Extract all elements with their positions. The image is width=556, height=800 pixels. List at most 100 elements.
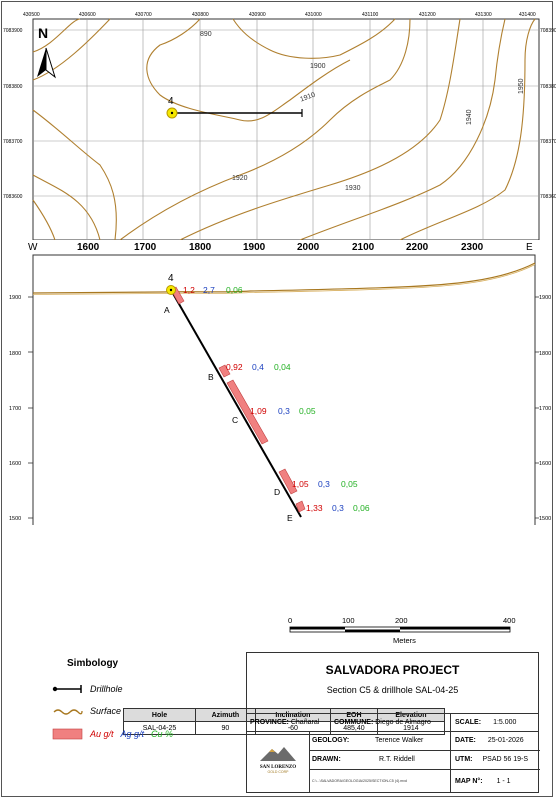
ag-value: 0,3: [332, 503, 344, 513]
province-row: PROVINCE: Chañaral COMMUNE: Diego de Alm…: [247, 713, 538, 732]
north-arrow-icon: N: [37, 25, 56, 79]
commune-value: Diego de Almagro: [375, 718, 431, 726]
east-label: E: [526, 242, 533, 253]
legend-au: Au g/t: [90, 729, 114, 739]
legend-ag: Ag g/t: [120, 729, 145, 739]
drillhole-trace-section: [170, 289, 302, 518]
easting-tick: 430800: [192, 12, 209, 18]
x-tick-label: 2000: [297, 242, 320, 253]
x-tick-label: 2200: [406, 242, 429, 253]
section-frame: [32, 254, 536, 525]
elevation-tick: 1800: [539, 351, 551, 357]
scale-unit: Meters: [393, 636, 416, 645]
easting-tick: 430900: [249, 12, 266, 18]
column-header: Inclination: [254, 708, 332, 722]
company-logo: SAN LORENZO GOLD CORP: [247, 731, 310, 793]
geology-label: GEOLOGY:: [312, 737, 350, 744]
legend-title: Simbology: [67, 658, 119, 669]
title-block: SALVADORA PROJECT Section C5 & drillhole…: [246, 652, 540, 793]
geology-row: GEOLOGY: Terence Walker DATE: 25-01-2026: [309, 731, 540, 751]
column-header: Azimuth: [195, 708, 256, 722]
legend-label: Surface: [90, 706, 122, 716]
northing-tick: 7083600: [3, 194, 23, 200]
au-value: 1,05: [292, 479, 309, 489]
cu-value: 0,04: [274, 362, 291, 372]
contour-label: 1930: [345, 185, 361, 192]
au-value: 1,33: [306, 503, 323, 513]
mountain-logo-icon: [260, 747, 296, 761]
hole-label: 4: [168, 273, 174, 284]
x-tick-label: 2300: [461, 242, 484, 253]
table-cell: SAL-04-25: [122, 721, 197, 735]
au-value: 1,09: [250, 406, 267, 416]
scale-bar: 0 100 200 400 Meters: [288, 616, 516, 645]
interval-bar-b: [218, 364, 231, 378]
easting-tick: 431300: [475, 12, 492, 18]
contour-label: 1910: [299, 92, 316, 104]
elevation-tick: 1800: [9, 351, 21, 357]
west-label: W: [28, 242, 38, 253]
drawn-row: DRAWN: R.T. Riddell UTM: PSAD 56 19-S: [309, 750, 540, 770]
plan-map: 890 1900 1910 1920 1930 1940 1950 430500…: [3, 12, 556, 240]
elevation-tick: 1900: [539, 295, 551, 301]
interval-bar-e: [295, 500, 306, 513]
cu-value: 0,06: [353, 503, 370, 513]
scale-tick: 400: [503, 616, 516, 625]
province-label: PROVINCE:: [250, 718, 289, 726]
scale-tick: 100: [342, 616, 355, 625]
interval-letter: B: [208, 372, 214, 382]
x-tick-label: 1900: [243, 242, 266, 253]
geology-value: Terence Walker: [375, 737, 424, 744]
interval-symbol-icon: [52, 728, 84, 740]
table-header-row: Hole Azimuth Inclination EOH Elevation: [122, 708, 446, 722]
date-value: 25-01-2026: [487, 737, 524, 744]
legend-cu: Cu %: [151, 729, 174, 739]
interval-bar-d: [278, 468, 298, 495]
interval-letter: E: [287, 513, 293, 523]
drawn-label: DRAWN:: [312, 756, 341, 763]
easting-tick: 431000: [305, 12, 322, 18]
scale-tick: 200: [395, 616, 408, 625]
northing-tick: 7083600: [540, 194, 556, 200]
legend-item-surface: Surface: [52, 705, 121, 717]
interval-letter: D: [274, 487, 280, 497]
easting-tick: 430600: [79, 12, 96, 18]
easting-tick: 431100: [362, 12, 379, 18]
northing-tick: 7083700: [3, 139, 23, 145]
contour-label: 1950: [518, 78, 525, 94]
northing-tick: 7083900: [540, 28, 556, 34]
mapno-label: MAP N°:: [455, 777, 483, 785]
elevation-tick: 1700: [9, 406, 21, 412]
easting-tick: 430700: [135, 12, 152, 18]
commune-label: COMMUNE:: [334, 718, 374, 726]
elevation-tick: 1500: [539, 516, 551, 522]
surface-symbol-icon: [52, 705, 84, 717]
file-row: C:\...\SALVADORA\GEOLOGIA\2025\SECTION-C…: [309, 769, 540, 793]
elevation-tick: 1600: [539, 461, 551, 467]
plan-map-border: [32, 18, 540, 240]
contour-label: 1920: [232, 175, 248, 182]
cu-value: 0,05: [341, 479, 358, 489]
interval-letter: A: [164, 305, 170, 315]
drillhole-symbol-icon: [52, 683, 84, 695]
section-subtitle: Section C5 & drillhole SAL-04-25: [326, 685, 459, 695]
x-tick-label: 1700: [134, 242, 157, 253]
legend-item-drillhole: Drillhole: [52, 683, 123, 695]
elevation-tick: 1900: [9, 295, 21, 301]
au-value: 1,2: [183, 285, 195, 295]
cu-value: 0,06: [226, 285, 243, 295]
legend-label: Drillhole: [90, 684, 123, 694]
utm-value: PSAD 56 19-S: [482, 756, 529, 763]
scale-tick: 0: [288, 616, 292, 625]
elevation-tick: 1700: [539, 406, 551, 412]
legend-item-assays: Au g/t Ag g/t Cu %: [52, 728, 173, 740]
hole-label: 4: [168, 96, 174, 107]
scale-label: SCALE:: [455, 718, 482, 726]
interval-letter: C: [232, 415, 238, 425]
logo-sub: GOLD CORP: [267, 770, 289, 774]
mapno-value: 1 - 1: [496, 777, 511, 785]
drawn-value: R.T. Riddell: [379, 756, 415, 763]
northing-tick: 7083700: [540, 139, 556, 145]
contour-lines: [32, 18, 536, 240]
northing-tick: 7083900: [3, 28, 23, 34]
